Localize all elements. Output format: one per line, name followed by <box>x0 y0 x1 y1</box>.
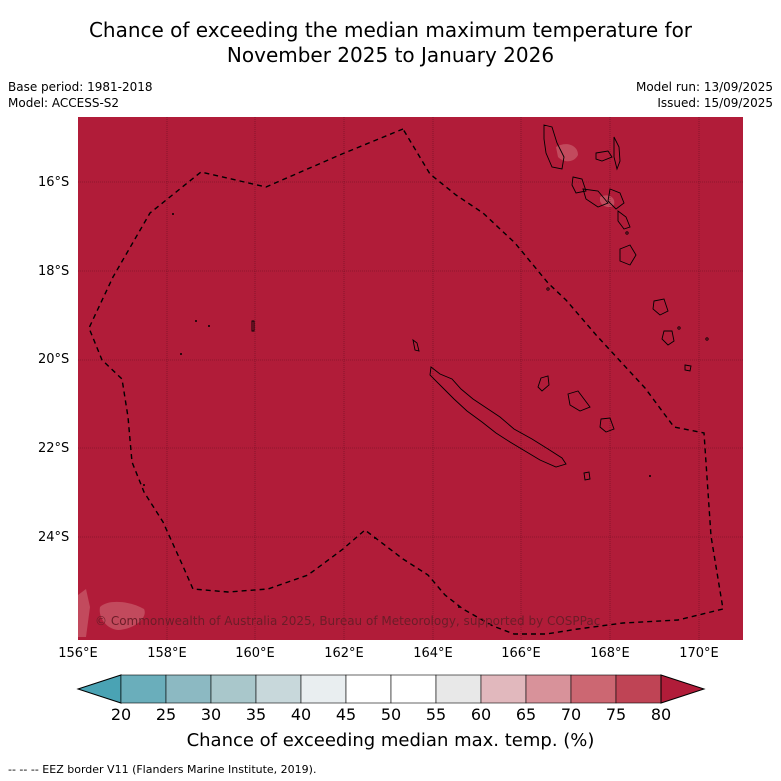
vanuatu-island <box>617 210 631 230</box>
colorbar-tick-50: 50 <box>380 705 402 724</box>
islet <box>412 338 420 352</box>
loyalty-island <box>537 375 550 392</box>
lat-label-22s: 22°S <box>38 441 70 456</box>
colorbar-segment <box>435 674 482 704</box>
light-patch <box>99 601 145 630</box>
forecast-map <box>78 117 743 640</box>
colorbar-segment <box>525 674 572 704</box>
islet <box>649 475 651 477</box>
colorbar-extend-low <box>76 674 122 704</box>
vanuatu-island <box>607 188 625 210</box>
colorbar-segment <box>120 674 167 704</box>
eez-border <box>88 128 724 635</box>
lon-label-162e: 162°E <box>324 646 364 661</box>
colorbar-segment <box>480 674 527 704</box>
vanuatu-island <box>543 124 565 170</box>
model-name: Model: ACCESS-S2 <box>8 96 120 110</box>
colorbar-tick-35: 35 <box>245 705 267 724</box>
islet <box>172 213 174 215</box>
title-line-2: November 2025 to January 2026 <box>226 43 555 67</box>
title-line-1: Chance of exceeding the median maximum t… <box>88 18 693 42</box>
lat-label-24s: 24°S <box>38 530 70 545</box>
vanuatu-island <box>571 176 587 194</box>
colorbar-segment <box>165 674 212 704</box>
lat-label-16s: 16°S <box>38 175 70 190</box>
lon-label-160e: 160°E <box>235 646 275 661</box>
meta-left: Base period: 1981-2018 Model: ACCESS-S2 <box>8 79 153 111</box>
loyalty-island <box>567 390 591 412</box>
islet <box>208 325 210 327</box>
islet <box>677 326 681 330</box>
gridlines <box>78 117 743 640</box>
colorbar-tick-60: 60 <box>470 705 492 724</box>
light-patch <box>556 144 578 162</box>
lon-label-156e: 156°E <box>58 646 98 661</box>
vanuatu-island <box>652 298 669 316</box>
islet <box>458 606 460 608</box>
colorbar-tick-70: 70 <box>560 705 582 724</box>
colorbar-tick-20: 20 <box>110 705 132 724</box>
islet <box>251 320 255 332</box>
colorbar-tick-55: 55 <box>425 705 447 724</box>
colorbar-segment <box>210 674 257 704</box>
islet <box>143 484 145 486</box>
colorbar-segment <box>300 674 347 704</box>
islet <box>546 287 550 291</box>
colorbar-segment <box>390 674 437 704</box>
islet <box>625 231 629 235</box>
map-background <box>78 117 743 640</box>
lon-label-170e: 170°E <box>679 646 719 661</box>
meta-right: Model run: 13/09/2025 Issued: 15/09/2025 <box>636 79 773 111</box>
colorbar <box>76 674 706 704</box>
new-caledonia-island <box>429 366 567 468</box>
colorbar-tick-30: 30 <box>200 705 222 724</box>
lon-label-168e: 168°E <box>590 646 630 661</box>
colorbar-extend-high <box>660 674 706 704</box>
model-run: Model run: 13/09/2025 <box>635 80 773 94</box>
lon-label-164e: 164°E <box>413 646 453 661</box>
lat-label-18s: 18°S <box>38 264 70 279</box>
islet <box>180 353 182 355</box>
lon-label-166e: 166°E <box>501 646 541 661</box>
loyalty-island <box>599 417 615 433</box>
lat-label-20s: 20°S <box>38 352 70 367</box>
light-patch <box>78 589 90 637</box>
islet <box>705 337 709 341</box>
islet <box>195 320 197 322</box>
issued-date: Issued: 15/09/2025 <box>657 96 773 110</box>
colorbar-tick-65: 65 <box>515 705 537 724</box>
colorbar-segment <box>615 674 662 704</box>
colorbar-tick-75: 75 <box>605 705 627 724</box>
vanuatu-island <box>684 364 692 372</box>
lon-label-158e: 158°E <box>147 646 187 661</box>
colorbar-title: Chance of exceeding median max. temp. (%… <box>186 730 595 751</box>
base-period: Base period: 1981-2018 <box>8 80 153 94</box>
colorbar-segment <box>570 674 617 704</box>
vanuatu-island <box>661 330 675 346</box>
colorbar-tick-45: 45 <box>335 705 357 724</box>
colorbar-segments <box>76 674 706 704</box>
map-title: Chance of exceeding the median maximum t… <box>0 18 781 68</box>
colorbar-tick-25: 25 <box>155 705 177 724</box>
colorbar-segment <box>255 674 302 704</box>
colorbar-tick-40: 40 <box>290 705 312 724</box>
colorbar-tick-80: 80 <box>650 705 672 724</box>
colorbar-segment <box>345 674 392 704</box>
islet <box>374 537 376 539</box>
vanuatu-island <box>613 136 621 171</box>
copyright-notice: © Commonwealth of Australia 2025, Bureau… <box>95 614 601 628</box>
eez-footnote: -- -- -- EEZ border V11 (Flanders Marine… <box>8 763 317 776</box>
vanuatu-island <box>582 188 609 208</box>
vanuatu-island <box>619 244 637 266</box>
vanuatu-island <box>595 150 613 162</box>
loyalty-island <box>583 471 591 481</box>
